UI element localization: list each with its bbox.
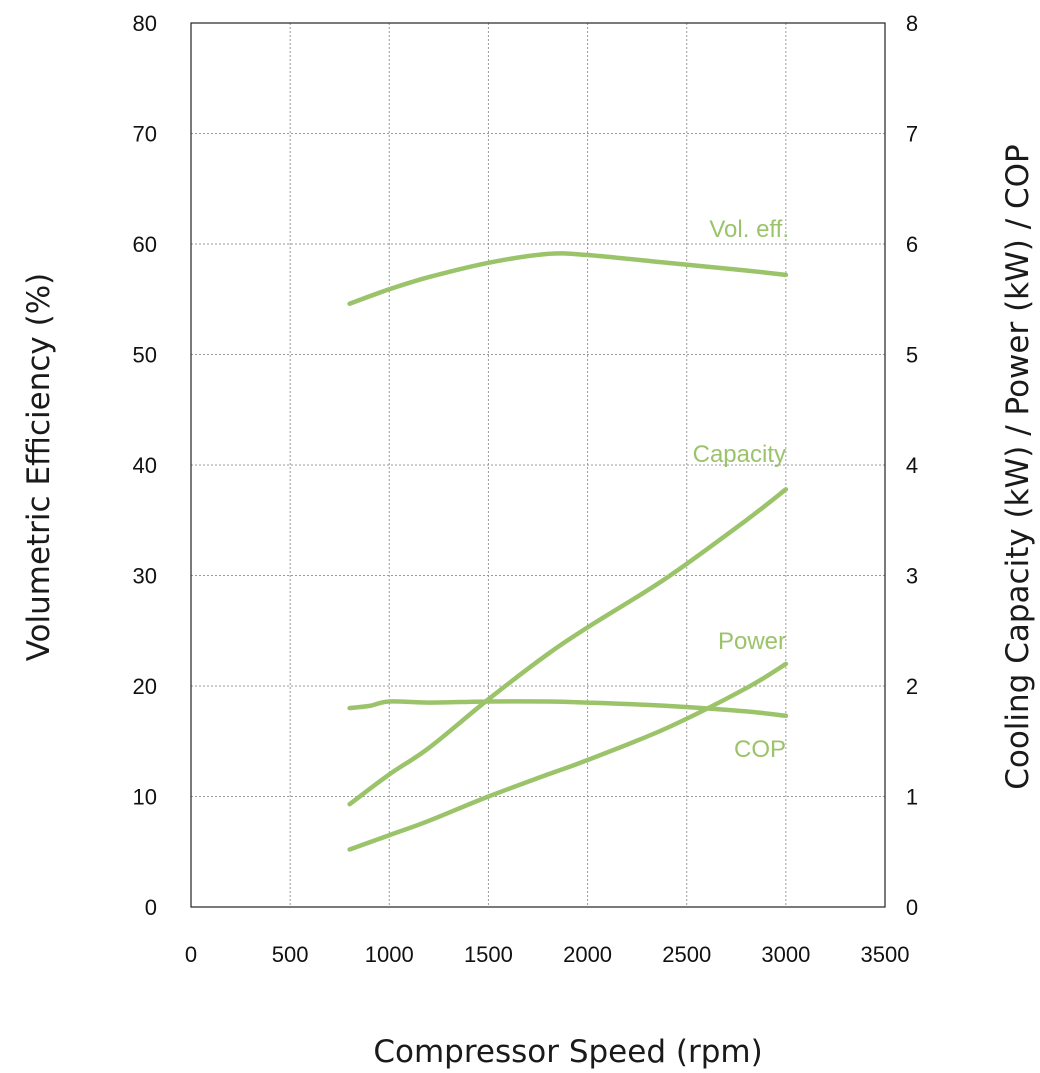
series-label-power: Power bbox=[718, 628, 786, 655]
y-tick-label: 60 bbox=[133, 232, 157, 257]
x-axis-tick-labels: 0 500 1000 1500 2000 2500 3000 3500 bbox=[185, 942, 910, 967]
x-tick-label: 1500 bbox=[464, 942, 513, 967]
y2-tick-label: 3 bbox=[906, 564, 918, 589]
x-tick-label: 3000 bbox=[761, 942, 810, 967]
y2-tick-label: 1 bbox=[906, 785, 918, 810]
series-line-vol-eff bbox=[347, 251, 789, 306]
series-line-power bbox=[347, 661, 789, 852]
y-tick-label: 40 bbox=[133, 453, 157, 478]
y2-tick-label: 4 bbox=[906, 453, 918, 478]
x-tick-label: 1000 bbox=[365, 942, 414, 967]
left-y-axis-title: Volumetric Efficiency (%) bbox=[21, 273, 57, 662]
x-tick-label: 500 bbox=[272, 942, 309, 967]
series-lines bbox=[347, 251, 789, 852]
right-y-axis-tick-labels: 0 1 2 3 4 5 6 7 8 bbox=[906, 11, 918, 920]
y2-tick-label: 5 bbox=[906, 343, 918, 368]
left-y-axis-tick-labels: 0 10 20 30 40 50 60 70 80 bbox=[133, 11, 157, 920]
series-label-cop: COP bbox=[734, 736, 786, 763]
y2-tick-label: 0 bbox=[906, 895, 918, 920]
y2-tick-label: 8 bbox=[906, 11, 918, 36]
x-tick-label: 2000 bbox=[563, 942, 612, 967]
plot-frame bbox=[190, 22, 886, 908]
series-labels: Vol. eff. Capacity Power COP bbox=[693, 216, 789, 763]
y-tick-label: 0 bbox=[145, 895, 157, 920]
series-label-capacity: Capacity bbox=[693, 441, 786, 468]
y2-tick-label: 2 bbox=[906, 674, 918, 699]
y-tick-label: 20 bbox=[133, 674, 157, 699]
y-tick-label: 10 bbox=[133, 785, 157, 810]
y-tick-label: 30 bbox=[133, 564, 157, 589]
series-line-capacity bbox=[347, 487, 789, 807]
y-tick-label: 80 bbox=[133, 11, 157, 36]
series-label-vol-eff: Vol. eff. bbox=[709, 216, 789, 243]
y-tick-label: 50 bbox=[133, 343, 157, 368]
y-tick-label: 70 bbox=[133, 122, 157, 147]
y2-tick-label: 7 bbox=[906, 122, 918, 147]
right-y-axis-title: Cooling Capacity (kW) / Power (kW) / COP bbox=[1000, 144, 1036, 790]
x-tick-label: 0 bbox=[185, 942, 197, 967]
x-axis-title: Compressor Speed (rpm) bbox=[373, 1034, 762, 1070]
x-tick-label: 2500 bbox=[662, 942, 711, 967]
series-line-cop bbox=[347, 699, 789, 719]
y2-tick-label: 6 bbox=[906, 232, 918, 257]
x-tick-label: 3500 bbox=[861, 942, 910, 967]
